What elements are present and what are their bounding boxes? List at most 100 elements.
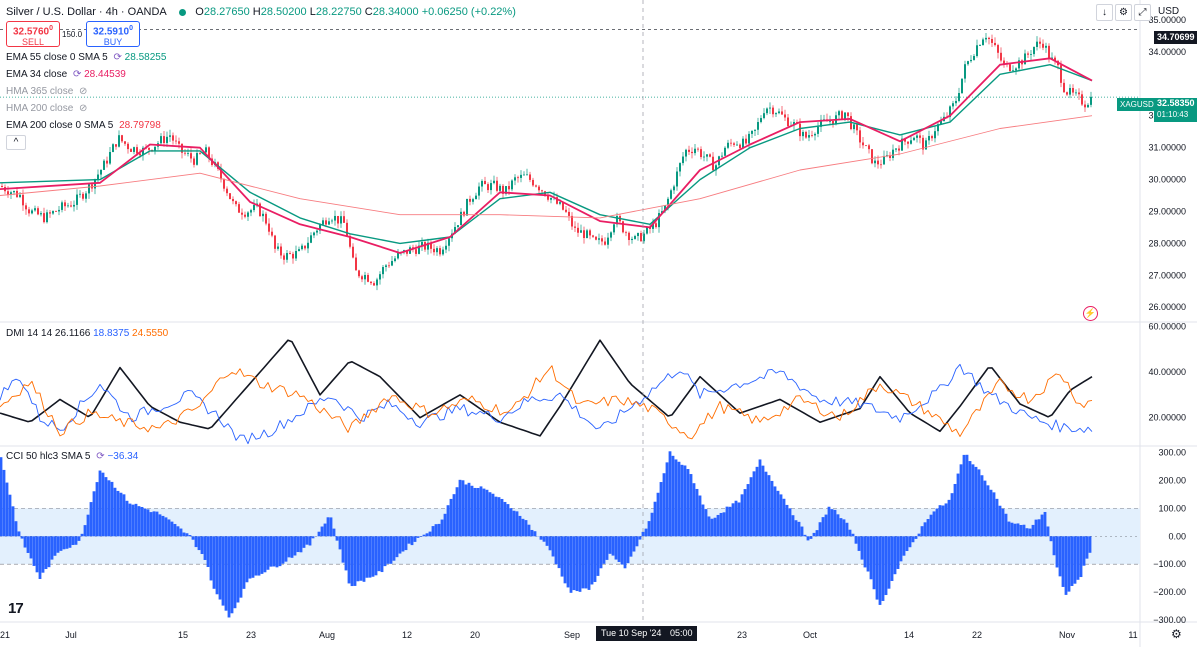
candle-body [661, 211, 663, 214]
cci-bar [587, 536, 591, 590]
time-axis[interactable]: 21 Jul 15 23 Aug 12 20 Sep 23 Oct 14 22 Nov 11 [0, 630, 1138, 640]
candle-body [664, 205, 666, 212]
cci-bar [767, 475, 771, 537]
overlay-hma200[interactable]: HMA 200 close ⊘ [6, 103, 87, 114]
cci-bar [599, 536, 603, 569]
candle-body [1015, 68, 1017, 71]
overlay-ema55[interactable]: EMA 55 close 0 SMA 5 ⟳ 28.58255 [6, 52, 166, 63]
candle-body [589, 230, 591, 236]
cci-bar [683, 465, 687, 537]
cci-bar [263, 536, 267, 573]
cci-bar [845, 522, 849, 537]
candle-body [721, 155, 723, 157]
cci-bar [578, 536, 582, 592]
cci-bar [404, 536, 408, 551]
cci-bar [998, 505, 1002, 537]
cci-bar [338, 536, 342, 550]
dmi-legend[interactable]: DMI 14 14 26.1166 18.8375 24.5550 [6, 328, 168, 339]
buy-button[interactable]: 32.59100 BUY [86, 21, 140, 47]
candle-body [295, 250, 297, 259]
candle-body [79, 193, 81, 195]
overlay-label: EMA 200 close 0 SMA 5 [6, 120, 114, 131]
cci-bar [86, 514, 90, 537]
sell-price-sup: 0 [49, 25, 54, 32]
dmi-tick-label: 40.00000 [1148, 367, 1186, 377]
fullscreen-icon[interactable]: ⤢ [1134, 4, 1151, 21]
eye-hidden-icon[interactable]: ⊘ [79, 86, 88, 97]
candle-body [193, 158, 195, 165]
cci-bar [1085, 536, 1089, 559]
cci-bar [572, 536, 576, 591]
candle-body [160, 136, 162, 144]
cci-bar [1046, 526, 1050, 537]
cci-bar [116, 490, 120, 537]
overlay-hma365[interactable]: HMA 365 close ⊘ [6, 86, 87, 97]
currency-label[interactable]: USD [1158, 6, 1180, 17]
cci-bar [791, 515, 795, 537]
candle-body [745, 138, 747, 144]
collapse-legend-button[interactable]: ^ [6, 135, 26, 150]
settings-icon[interactable]: ⟳ [72, 69, 82, 80]
candle-body [199, 153, 201, 154]
settings-icon[interactable]: ⟳ [113, 52, 122, 63]
candle-body [1036, 41, 1038, 47]
cci-bar [497, 497, 501, 537]
symbol-legend[interactable]: Silver / U.S. Dollar · 4h · OANDA O28.27… [6, 6, 516, 18]
settings-icon[interactable]: ⚙ [1171, 627, 1182, 641]
candle-body [286, 253, 288, 260]
cci-bar [77, 536, 81, 541]
candle-body [784, 114, 786, 118]
cci-bar [596, 536, 600, 576]
cci-bar [698, 495, 702, 537]
candle-body [178, 141, 180, 144]
settings-icon[interactable]: ⟳ [96, 451, 105, 462]
candle-body [196, 153, 198, 165]
cci-bar [227, 536, 231, 618]
spread-value: 150.0 [62, 30, 83, 39]
candle-body [772, 107, 774, 115]
candle-body [397, 253, 399, 259]
settings-icon[interactable]: ⚙ [1115, 4, 1132, 21]
candle-body [172, 135, 174, 141]
cci-bar [851, 533, 855, 537]
candle-body [1087, 104, 1089, 108]
cci-bar [251, 536, 255, 578]
overlay-ema34[interactable]: EMA 34 close ⟳ 28.44539 [6, 69, 126, 80]
sell-button[interactable]: 32.57600 SELL [6, 21, 60, 47]
candle-body [586, 230, 588, 239]
candle-body [265, 213, 267, 224]
candle-body [52, 211, 54, 214]
cci-legend[interactable]: CCI 50 hlc3 SMA 5 ⟳ −36.34 [6, 451, 138, 462]
candle-body [703, 156, 705, 158]
cci-bar [20, 536, 24, 539]
candle-body [133, 147, 135, 152]
candle-body [82, 193, 84, 199]
cci-bar [542, 536, 546, 542]
candle-body [694, 148, 696, 154]
eye-hidden-icon[interactable]: ⊘ [79, 103, 88, 114]
candle-body [556, 197, 558, 204]
candle-body [526, 174, 528, 176]
candle-body [103, 160, 105, 170]
cci-bar [878, 536, 882, 605]
symbol-title[interactable]: Silver / U.S. Dollar · 4h · OANDA [6, 6, 167, 18]
cci-bar [59, 536, 63, 551]
candle-body [706, 154, 708, 157]
alert-icon[interactable]: ⚡ [1083, 306, 1098, 321]
candle-body [610, 232, 612, 238]
candle-body [421, 242, 423, 246]
candle-body [205, 147, 207, 153]
candle-body [1060, 65, 1062, 83]
candle-body [961, 78, 963, 94]
download-icon[interactable]: ↓ [1096, 4, 1113, 21]
cci-bar [152, 511, 156, 537]
overlay-ema200[interactable]: EMA 200 close 0 SMA 5 28.79798 [6, 120, 161, 131]
candle-body [1072, 87, 1074, 93]
cci-bar [509, 508, 513, 537]
candle-body [886, 155, 888, 157]
candle-body [1051, 57, 1053, 59]
candle-body [739, 144, 741, 149]
cci-bar [209, 536, 213, 581]
tradingview-logo[interactable]: 17 [8, 600, 24, 617]
